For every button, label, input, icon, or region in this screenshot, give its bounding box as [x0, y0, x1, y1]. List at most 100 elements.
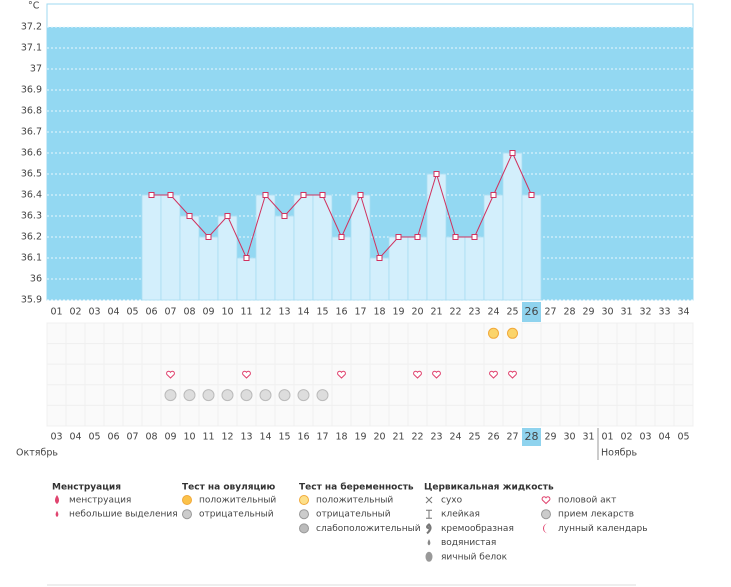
temp-bar [464, 236, 485, 301]
date-label: 13 [240, 432, 252, 443]
temp-point [357, 192, 364, 198]
cycle-day: 15 [316, 307, 328, 318]
grid-cell [540, 363, 561, 386]
grid-cell [46, 363, 67, 386]
date-label: 30 [563, 432, 575, 443]
grid-cell [616, 363, 637, 386]
grid-cell [388, 404, 409, 427]
legend-icon [182, 509, 192, 520]
legend-item: прием лекарств [558, 510, 634, 520]
grid-cell [502, 343, 523, 365]
grid-cell [160, 343, 181, 365]
temp-bar [445, 236, 466, 301]
grid-cell [369, 384, 390, 406]
temp-point [281, 213, 288, 219]
grid-cell [445, 404, 466, 427]
grid-cell [483, 404, 504, 427]
grid-cell [103, 404, 124, 427]
grid-cell [483, 343, 504, 365]
y-unit: °C [28, 1, 40, 12]
temp-point [433, 171, 440, 177]
cycle-day: 03 [88, 307, 100, 318]
grid-cell [217, 343, 238, 365]
grid-cell [46, 384, 67, 406]
date-label: 23 [430, 432, 442, 443]
temp-point [471, 234, 478, 240]
selected-date-bg [522, 428, 541, 446]
grid-cell [312, 343, 333, 365]
grid-cell [445, 363, 466, 386]
grid-cell [654, 363, 675, 386]
legend-item: отрицательный [316, 510, 391, 520]
y-tick-label: 36.8 [21, 106, 42, 117]
heart-icon [242, 370, 251, 379]
grid-cell [673, 404, 694, 427]
grid-cell [407, 404, 428, 427]
grid-cell [331, 404, 352, 427]
temp-bar [198, 236, 219, 301]
grid-cell [597, 322, 618, 345]
temp-point [186, 213, 193, 219]
grid-cell [65, 322, 86, 345]
cycle-day: 07 [164, 307, 176, 318]
heart-icon [337, 370, 346, 379]
y-tick-label: 37.1 [21, 43, 42, 54]
cycle-day: 27 [544, 307, 556, 318]
grid-cell [312, 363, 333, 386]
legend-icon [425, 496, 433, 504]
grid-cell [369, 343, 390, 365]
grid-cell [179, 322, 200, 345]
grid-cell [464, 363, 485, 386]
temp-point [414, 234, 421, 240]
temp-point [148, 192, 155, 198]
grid-cell [521, 384, 542, 406]
grid-cell [578, 404, 599, 427]
grid-cell [388, 343, 409, 365]
grid-cell [673, 363, 694, 386]
cycle-day: 21 [430, 307, 442, 318]
legend-item: небольшие выделения [69, 510, 178, 520]
grid-cell [122, 322, 143, 345]
grid-cell [331, 322, 352, 345]
legend-item: кремообразная [441, 524, 514, 534]
grid-cell [255, 322, 276, 345]
cycle-day: 05 [126, 307, 138, 318]
grid-cell [654, 322, 675, 345]
legend-icon [425, 551, 433, 562]
cycle-day: 01 [50, 307, 62, 318]
y-tick-label: 35.9 [21, 295, 42, 306]
grid-cell [236, 322, 257, 345]
date-label: 29 [544, 432, 556, 443]
grid-cell [388, 363, 409, 386]
y-tick-label: 37.2 [21, 22, 42, 33]
temp-bar [141, 194, 162, 301]
legend-item: водянистая [441, 538, 496, 548]
grid-cell [84, 322, 105, 345]
grid-cell [540, 384, 561, 406]
grid-cell [578, 322, 599, 345]
grid-cell [236, 343, 257, 365]
cycle-day: 17 [354, 307, 366, 318]
cycle-day: 02 [69, 307, 81, 318]
legend-icon [543, 523, 548, 534]
date-label: 15 [278, 432, 290, 443]
grid-cell [198, 322, 219, 345]
date-label: 14 [259, 432, 271, 443]
date-label: 05 [677, 432, 689, 443]
grid-cell [46, 322, 67, 345]
cycle-day: 04 [107, 307, 119, 318]
temp-point [509, 150, 516, 156]
grid-cell [654, 404, 675, 427]
date-label: 27 [506, 432, 518, 443]
heart-icon [413, 370, 422, 379]
legend-item: менструация [69, 496, 131, 506]
legend-icon [299, 509, 309, 520]
grid-cell [84, 343, 105, 365]
grid-cell [141, 343, 162, 365]
grid-cell [673, 384, 694, 406]
cycle-day: 30 [601, 307, 613, 318]
legend-title: Тест на беременность [299, 482, 414, 493]
grid-cell [521, 322, 542, 345]
y-tick-label: 36.3 [21, 211, 42, 222]
legend-item: клейкая [441, 510, 480, 520]
